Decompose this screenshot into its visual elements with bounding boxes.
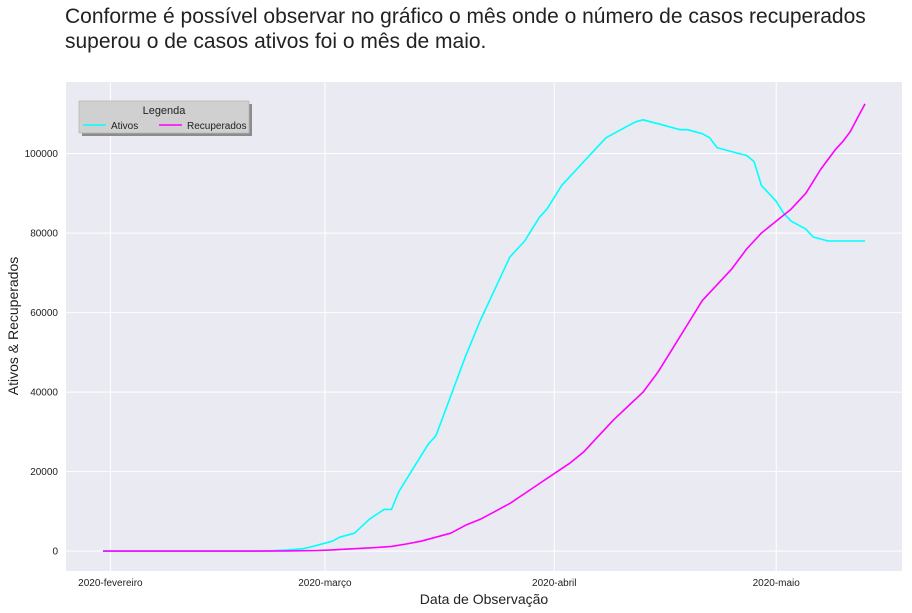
y-tick-labels: 0 20000 40000 60000 80000 100000: [25, 149, 59, 558]
x-tick-labels: 2020-fevereiro 2020-março 2020-abril 2020-m…: [78, 578, 800, 589]
x-tick-label: 2020-maio: [753, 578, 801, 589]
plot-area: [66, 82, 902, 571]
series-line-ativos: [103, 119, 865, 552]
legend-label-recuperados: Recuperados: [187, 121, 246, 132]
x-tick-label: 2020-fevereiro: [78, 578, 143, 589]
y-tick-label: 0: [52, 547, 58, 558]
chart-title: Conforme é possível observar no gráfico …: [65, 5, 866, 53]
y-tick-label: 100000: [25, 149, 59, 160]
y-tick-label: 20000: [30, 467, 58, 478]
legend: Legenda Ativos Recuperados: [78, 100, 252, 136]
y-tick-label: 40000: [30, 388, 58, 399]
y-axis-label: Ativos & Recuperados: [5, 257, 21, 396]
series-lines: [103, 103, 866, 552]
legend-box: [78, 100, 250, 134]
y-tick-label: 60000: [30, 308, 58, 319]
legend-title: Legenda: [143, 105, 187, 117]
x-tick-label: 2020-abril: [532, 578, 576, 589]
x-tick-label: 2020-março: [298, 578, 352, 589]
x-axis-label: Data de Observação: [420, 591, 549, 607]
legend-label-ativos: Ativos: [111, 121, 138, 132]
y-tick-label: 80000: [30, 229, 58, 240]
series-line-recuperados: [103, 103, 866, 552]
